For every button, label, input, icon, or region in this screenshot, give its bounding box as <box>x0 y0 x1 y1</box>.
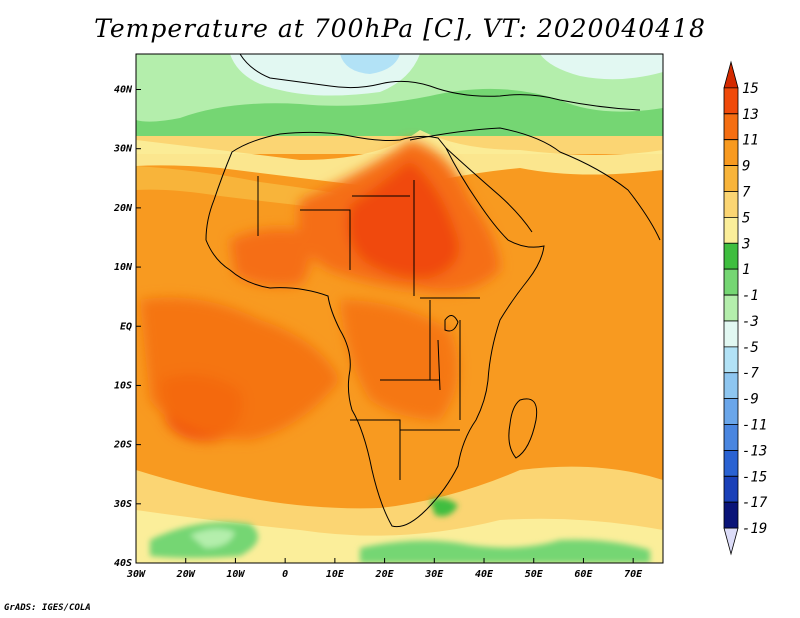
colorbar-label: 13 <box>742 107 759 123</box>
colorbar-swatch <box>723 165 739 192</box>
colorbar-swatch <box>723 450 739 477</box>
colorbar-label: -13 <box>742 443 767 459</box>
colorbar-swatch <box>723 372 739 400</box>
lon-tick-label: 30E <box>424 569 444 580</box>
colorbar-label: 3 <box>741 236 750 252</box>
lon-tick-label: 40E <box>475 569 494 580</box>
lat-tick-label: 10N <box>114 262 133 273</box>
colorbar-swatch <box>723 320 739 348</box>
colorbar-swatch <box>723 60 739 89</box>
colorbar-label: 15 <box>742 81 759 97</box>
coastlines <box>205 54 661 528</box>
colorbar-swatch <box>723 139 739 166</box>
colorbar-swatch <box>723 294 739 322</box>
colorbar-label: -3 <box>742 314 759 330</box>
colorbar-label: 9 <box>742 159 750 175</box>
colorbar-label: -9 <box>742 392 759 408</box>
lat-tick-label: 40S <box>114 558 132 569</box>
lat-tick-label: EQ <box>120 321 132 332</box>
lat-tick-label: 20N <box>113 203 133 214</box>
map-title: Temperature at 700hPa [C], VT: 202004041… <box>94 14 706 43</box>
colorbar-label: 1 <box>742 262 750 278</box>
lon-tick-label: 20W <box>176 569 196 580</box>
lon-tick-label: 10W <box>226 569 245 580</box>
lon-tick-label: 50E <box>525 569 544 580</box>
map-frame <box>135 53 664 564</box>
lat-tick-label: 40N <box>114 85 133 96</box>
lon-tick-label: 20E <box>375 569 395 580</box>
lon-tick-label: 10E <box>326 569 345 580</box>
colorbar-label: -5 <box>742 340 759 356</box>
lon-tick-label: 30W <box>126 569 146 580</box>
colorbar-label: -11 <box>742 418 767 434</box>
colorbar-swatch <box>723 242 739 270</box>
lat-tick-label: 20S <box>113 440 132 451</box>
colorbar-swatch <box>723 501 739 529</box>
colorbar-swatch <box>723 527 739 556</box>
colorbar-swatch <box>723 87 739 115</box>
lon-tick-label: 70E <box>624 569 643 580</box>
temperature-field <box>136 54 663 563</box>
colorbar: 15 13 11 9 7 5 3 1 -1 -3 -5 -7 -9 -11 -13 -15 -17 -19 <box>723 60 768 556</box>
grads-credit: GrADS: IGES/COLA <box>4 603 91 613</box>
lat-tick-label: 10S <box>114 380 132 391</box>
colorbar-label: -1 <box>742 288 759 304</box>
colorbar-label: -15 <box>742 469 767 485</box>
colorbar-swatch <box>723 191 739 218</box>
lat-tick-label: 30S <box>113 499 132 510</box>
colorbar-label: -7 <box>742 366 759 382</box>
lon-tick-label: 60E <box>574 569 593 580</box>
colorbar-swatch <box>723 398 739 425</box>
colorbar-swatch <box>723 216 739 244</box>
colorbar-swatch <box>723 424 739 451</box>
colorbar-swatch <box>723 268 739 296</box>
colorbar-swatch <box>723 475 739 503</box>
colorbar-swatch <box>723 113 739 141</box>
colorbar-swatch <box>723 346 739 374</box>
colorbar-label: 11 <box>742 133 759 149</box>
colorbar-label: 7 <box>742 184 751 200</box>
colorbar-label: 5 <box>742 210 750 226</box>
colorbar-label: -19 <box>742 521 767 537</box>
lat-tick-label: 30N <box>113 144 133 155</box>
lon-tick-label: 0 <box>282 569 288 580</box>
colorbar-label: -17 <box>742 495 768 511</box>
